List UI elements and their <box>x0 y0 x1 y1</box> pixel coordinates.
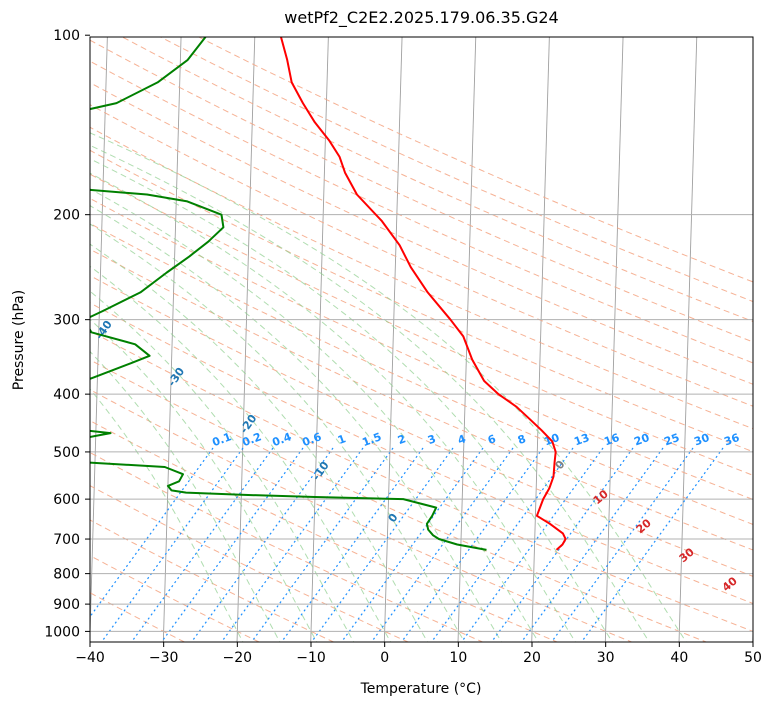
dry-adiabat-line <box>90 222 753 525</box>
y-tick-label: 200 <box>53 208 80 224</box>
x-tick-label: 0 <box>380 650 389 666</box>
x-tick-label: −40 <box>75 650 105 666</box>
y-tick-label: 300 <box>53 313 80 329</box>
moist-adiabat-line <box>90 172 576 642</box>
dry-adiabat-line <box>90 389 633 642</box>
x-tick-label: 50 <box>744 650 762 666</box>
moist-adiabat-line <box>90 265 392 642</box>
dry-adiabat-line <box>90 173 753 476</box>
mixing-ratio-label: 0.4 <box>270 430 293 449</box>
temperature-profile-line <box>279 37 567 551</box>
x-tick-label: 40 <box>670 650 688 666</box>
y-tick-label: 1000 <box>44 624 80 640</box>
mixing-ratio-label: 36 <box>722 431 741 449</box>
mixing-ratio-label: 13 <box>572 431 591 448</box>
mixing-ratio-label: 1 <box>336 432 348 447</box>
y-tick-label: 100 <box>53 28 80 44</box>
pressure-gridlines <box>90 214 753 632</box>
mixing-ratio-label: 8 <box>516 432 528 447</box>
isotherm-line <box>383 37 403 642</box>
mixing-ratio-label: 25 <box>662 431 681 448</box>
moist-adiabat-line <box>90 205 503 642</box>
y-axis-label: Pressure (hPa) <box>11 290 27 390</box>
moist-adiabat-line <box>90 290 355 642</box>
dry-adiabat-line <box>90 197 753 501</box>
dry-adiabat-line <box>90 104 753 407</box>
dewpoint-profile-line <box>90 37 487 551</box>
mixing-ratio-label: 20 <box>632 431 651 449</box>
moist-adiabat-line <box>90 188 540 642</box>
mixing-ratio-label: 16 <box>602 431 621 449</box>
mixing-ratio-label: 1.5 <box>360 430 383 449</box>
mixing-ratio-label: 30 <box>692 431 711 449</box>
x-tick-label: −30 <box>149 650 179 666</box>
x-tick-label: 20 <box>523 650 541 666</box>
background-lines <box>90 37 753 642</box>
moist-adiabat-line <box>90 144 650 642</box>
profiles <box>90 37 567 551</box>
y-tick-label: 400 <box>53 387 80 403</box>
moist-adiabat-line <box>90 158 613 642</box>
y-tick-label: 500 <box>53 445 80 461</box>
isotherm-line <box>310 37 329 642</box>
mixing-ratio-label: 0.2 <box>240 430 263 449</box>
mixing-ratio-label: 3 <box>426 432 438 447</box>
isotherm-line <box>752 617 753 642</box>
isotherm-line <box>678 37 698 642</box>
axes: −40 −30 −20 −10 0 10 20 30 40 5010020030040050060… <box>44 28 762 666</box>
mixing-ratio-label: 0.1 <box>210 430 233 449</box>
dry-adiabat-line <box>90 60 753 364</box>
y-tick-label: 800 <box>53 567 80 583</box>
plot-frame <box>89 36 754 643</box>
dry-adiabat-line <box>90 39 753 343</box>
y-tick-label: 600 <box>53 492 80 508</box>
dry-adiabat-line <box>90 149 753 453</box>
moist-adiabat-line <box>90 223 466 642</box>
x-axis-label: Temperature (°C) <box>360 681 482 697</box>
dry-adiabat-line <box>90 275 753 577</box>
y-tick-label: 700 <box>53 532 80 548</box>
plot-area <box>90 37 753 642</box>
x-tick-label: −20 <box>223 650 253 666</box>
isotherm-line <box>604 37 624 642</box>
dry-adiabat-line <box>90 519 335 642</box>
mixing-ratio-label: 0.6 <box>300 430 323 449</box>
x-tick-label: 10 <box>449 650 467 666</box>
chart-title: wetPf2_C2E2.2025.179.06.35.G24 <box>284 8 559 27</box>
mixing-ratio-label: 6 <box>486 432 498 447</box>
x-tick-label: −10 <box>296 650 326 666</box>
dry-adiabat-line <box>90 485 410 642</box>
isotherm-line <box>236 37 256 642</box>
x-tick-label: 30 <box>597 650 615 666</box>
y-tick-label: 900 <box>53 597 80 613</box>
mixing-ratio-label: 4 <box>456 432 468 447</box>
dry-adiabat-line <box>90 302 753 605</box>
dry-adiabat-line <box>90 359 708 642</box>
dry-adiabat-line <box>90 248 753 551</box>
mixing-ratio-label: 2 <box>396 432 408 447</box>
dry-adiabat-line <box>90 82 753 385</box>
moist-adiabat-line <box>90 132 687 642</box>
